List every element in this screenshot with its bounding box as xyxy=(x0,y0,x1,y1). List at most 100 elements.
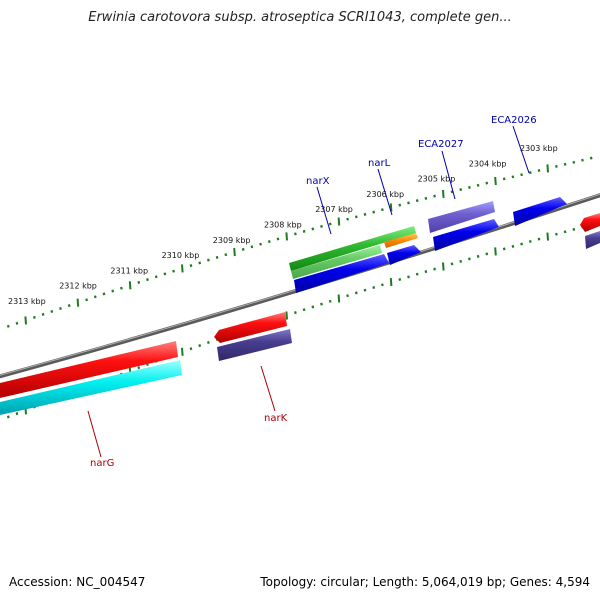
scale-tick xyxy=(468,257,471,261)
scale-tick xyxy=(546,164,549,173)
edge-red-feature[interactable] xyxy=(580,213,600,232)
scale-tick xyxy=(555,232,558,236)
gene-label-narx[interactable]: narX xyxy=(306,176,330,187)
scale-label: 2304 kbp xyxy=(469,159,507,168)
scale-tick xyxy=(224,253,228,257)
gene-label-eca2026[interactable]: ECA2026 xyxy=(491,115,537,126)
scale-label: 2305 kbp xyxy=(418,175,456,184)
scale-tick xyxy=(459,259,463,263)
scale-tick xyxy=(328,299,332,303)
scale-tick xyxy=(537,169,541,172)
scale-tick xyxy=(363,288,367,292)
eca2026-feature[interactable] xyxy=(513,197,567,226)
scale-tick xyxy=(302,308,306,312)
eca2027-blue-feature[interactable] xyxy=(433,219,499,251)
scale-tick xyxy=(15,321,19,325)
scale-tick xyxy=(589,156,593,160)
scale-tick xyxy=(6,324,10,328)
gene-label-leaders xyxy=(87,125,530,458)
scale-tick xyxy=(398,203,402,207)
scale-tick xyxy=(468,185,471,189)
gene-label-narg[interactable]: narG xyxy=(90,458,114,469)
scale-tick xyxy=(354,291,358,295)
scale-tick xyxy=(302,229,306,233)
scale-tick xyxy=(207,341,210,344)
scale-tick xyxy=(181,347,184,356)
scale-tick xyxy=(50,310,54,313)
scale-label: 2311 kbp xyxy=(110,266,148,275)
eca2027-feature[interactable] xyxy=(428,201,495,233)
edge-purple-feature[interactable] xyxy=(585,231,600,249)
scale-tick xyxy=(320,224,323,228)
scale-tick xyxy=(128,281,132,290)
narG-feature[interactable] xyxy=(0,341,178,398)
scale-tick xyxy=(485,181,489,185)
scale-tick xyxy=(120,286,123,290)
scale-label: 2313 kbp xyxy=(8,297,46,306)
scale-tick xyxy=(389,203,393,212)
scale-label: 2307 kbp xyxy=(315,205,353,214)
narL-blue-feature[interactable] xyxy=(387,245,421,265)
scale-tick xyxy=(442,189,445,198)
scale-tick xyxy=(337,294,341,303)
scale-tick xyxy=(537,237,541,241)
scale-tick xyxy=(511,244,515,248)
narX-lower-band[interactable] xyxy=(291,245,382,279)
scale-tick xyxy=(389,278,393,287)
scale-tick xyxy=(215,255,219,259)
scale-tick xyxy=(76,298,80,307)
scale-tick xyxy=(415,199,419,203)
scale-tick xyxy=(459,188,463,192)
accession-text: Accession: NC_004547 xyxy=(9,575,146,589)
scale-tick xyxy=(207,258,210,262)
scale-tick xyxy=(494,247,497,256)
scale-tick xyxy=(267,240,271,244)
scale-tick xyxy=(276,237,280,241)
scale-tick xyxy=(346,217,349,221)
scale-tick xyxy=(102,292,106,296)
scale-label: 2312 kbp xyxy=(59,282,97,291)
narK-purple-feature[interactable] xyxy=(217,329,292,361)
forward-strand-features xyxy=(289,197,600,293)
scale-tick xyxy=(311,305,315,309)
narL-feature[interactable] xyxy=(384,233,418,248)
scale-tick xyxy=(476,254,480,258)
narX-feature[interactable] xyxy=(289,226,416,271)
scale-tick xyxy=(346,294,349,298)
gene-label-narl[interactable]: narL xyxy=(368,158,391,169)
scale-tick xyxy=(111,289,115,293)
scale-tick xyxy=(33,315,36,319)
scale-tick xyxy=(442,262,445,271)
scale-tick xyxy=(372,210,376,214)
gene-label-nark[interactable]: narK xyxy=(264,413,288,424)
scale-tick xyxy=(398,278,402,281)
scale-tick xyxy=(181,264,184,273)
scale-tick xyxy=(520,173,523,177)
scale-tick xyxy=(528,240,532,243)
scale-tick xyxy=(163,272,167,276)
scale-tick xyxy=(546,232,549,241)
narX-blue-feature[interactable] xyxy=(294,254,389,293)
gene-label-eca2027[interactable]: ECA2027 xyxy=(418,139,464,150)
scale-tick xyxy=(381,283,384,287)
scale-tick xyxy=(520,242,523,246)
scale-tick xyxy=(572,227,576,231)
scale-tick xyxy=(502,177,506,181)
scale-tick xyxy=(59,307,62,310)
scale-tick xyxy=(85,298,88,302)
scale-tick xyxy=(285,232,288,241)
narG-cyan-feature[interactable] xyxy=(0,360,182,415)
scale-tick xyxy=(563,230,567,234)
narK-feature[interactable] xyxy=(214,312,287,343)
scale-label: 2309 kbp xyxy=(213,236,251,245)
scale-tick xyxy=(337,217,341,226)
scale-tick xyxy=(93,295,97,299)
scale-tick xyxy=(189,347,193,351)
scale-tick xyxy=(189,264,193,268)
scale-tick xyxy=(407,201,410,205)
scale-tick xyxy=(572,160,576,164)
scale-tick xyxy=(198,344,202,348)
scale-tick xyxy=(24,316,27,325)
scale-tick xyxy=(502,247,506,251)
